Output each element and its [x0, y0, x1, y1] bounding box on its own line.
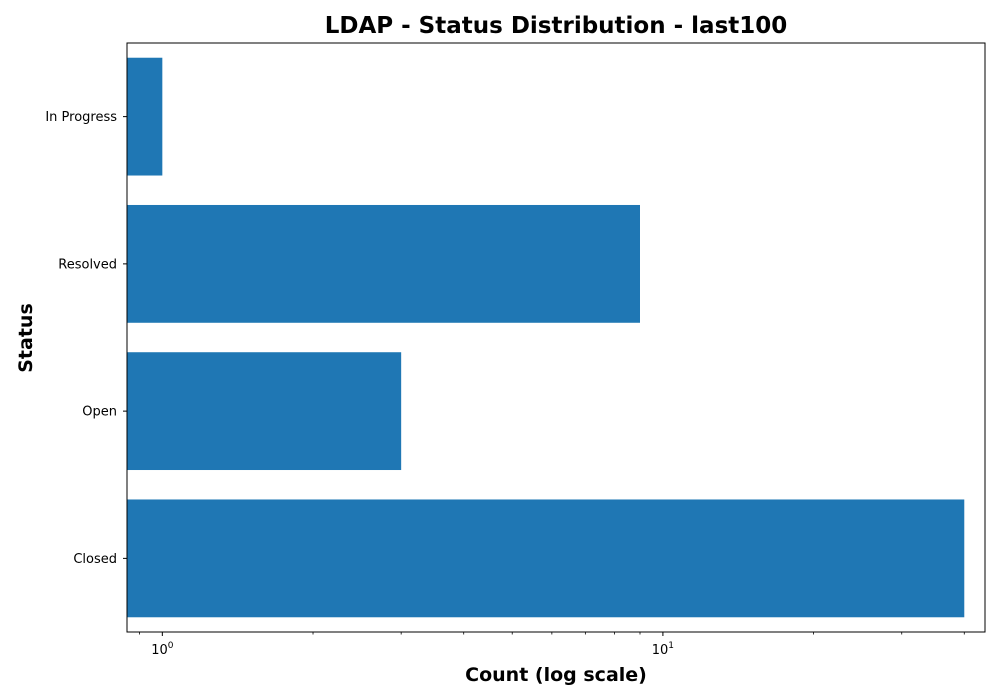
plot-frame [126, 42, 986, 633]
bar-in-progress [127, 57, 163, 176]
y-tick-label: Closed [73, 552, 117, 567]
x-tick-label: 100 [151, 641, 174, 658]
y-tick-label: In Progress [45, 110, 117, 125]
bar-closed [127, 499, 965, 618]
bar-open [127, 352, 402, 471]
chart-title: LDAP - Status Distribution - last100 [325, 13, 788, 39]
x-tick-label: 101 [652, 641, 674, 658]
y-tick-label: Resolved [58, 257, 117, 272]
x-axis-label: Count (log scale) [465, 664, 647, 686]
bars [127, 57, 965, 618]
y-axis-ticks: Closed Open Resolved In Progress [45, 110, 127, 567]
y-axis-label: Status [15, 303, 37, 373]
bar-resolved [127, 204, 640, 323]
x-axis-ticks: 100 101 [139, 632, 965, 658]
y-tick-label: Open [82, 405, 117, 420]
